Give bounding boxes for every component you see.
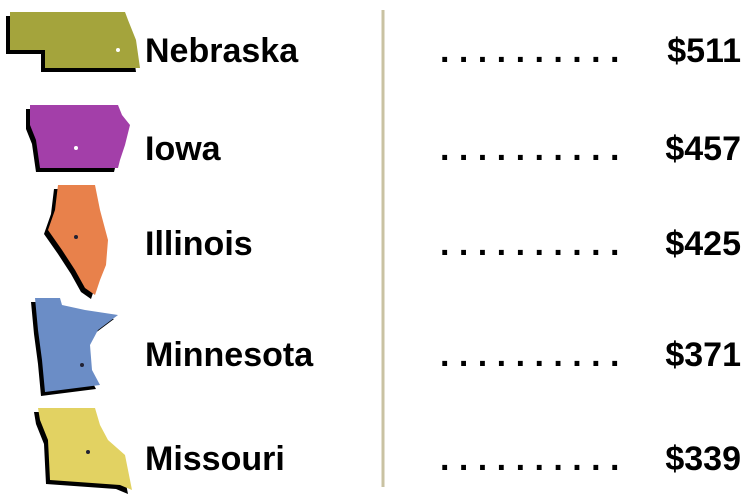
state-value: $511 [667, 32, 741, 70]
illinois-shape [44, 185, 108, 299]
missouri-shape [34, 408, 132, 494]
leader-dots: . . . . . . . . . . [440, 225, 619, 263]
leader-dots: . . . . . . . . . . [440, 32, 619, 70]
leader-dots: . . . . . . . . . . [440, 440, 619, 478]
state-name: Illinois [145, 225, 253, 263]
nebraska-shape [6, 12, 140, 72]
leader-dots: . . . . . . . . . . [440, 130, 619, 168]
state-name: Minnesota [145, 336, 314, 374]
leader-dots: . . . . . . . . . . [440, 336, 619, 374]
state-value: $457 [665, 130, 741, 168]
state-value: $425 [665, 225, 741, 263]
minnesota-shape [31, 298, 118, 396]
state-name: Iowa [145, 130, 222, 168]
state-name: Missouri [145, 440, 285, 478]
state-name: Nebraska [145, 32, 299, 70]
iowa-shape [26, 105, 130, 172]
state-value: $339 [665, 440, 741, 478]
state-value: $371 [665, 336, 741, 374]
